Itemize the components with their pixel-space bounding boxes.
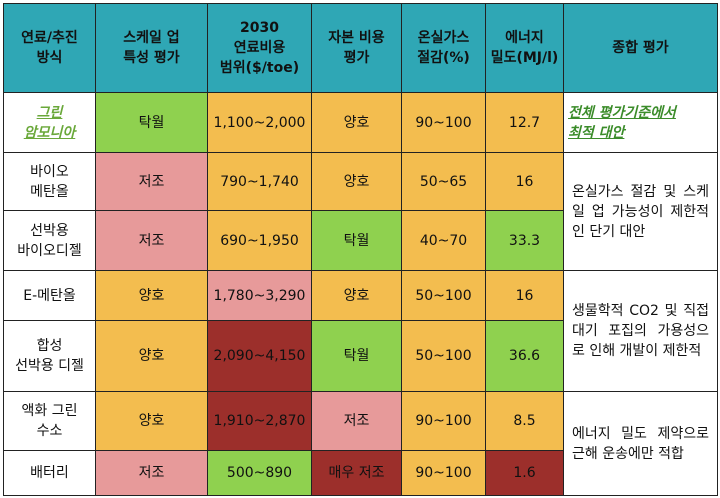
capex-rating: 양호 <box>311 270 402 321</box>
cost-range: 500~890 <box>207 450 312 496</box>
table-row: E-메탄올 양호 1,780~3,290 양호 50~100 16 생물학적 C… <box>3 270 718 392</box>
cost-range: 2,090~4,150 <box>207 320 312 392</box>
table-row: 바이오 메탄올 저조 790~1,740 양호 50~65 16 온실가스 절감… <box>3 152 718 271</box>
table-row: 선박용 바이오디젤 저조 690~1,950 탁월 40~70 33.3 <box>3 210 718 271</box>
capex-rating: 양호 <box>311 152 402 211</box>
cost-range: 1,780~3,290 <box>207 270 312 321</box>
capex-rating: 저조 <box>311 391 402 451</box>
fuel-name: 그린 암모니아 <box>3 92 96 153</box>
table-row: 배터리 저조 500~890 매우 저조 90~100 1.6 <box>3 450 718 496</box>
energy-density: 16 <box>485 270 564 321</box>
ghg-reduction: 90~100 <box>401 391 486 451</box>
header-scale: 스케일 업 특성 평가 <box>95 3 208 93</box>
header-cost: 2030 연료비용 범위($/toe) <box>207 3 312 93</box>
energy-density: 1.6 <box>485 450 564 496</box>
scale-rating: 저조 <box>95 450 208 496</box>
scale-rating: 양호 <box>95 270 208 321</box>
table-row: 합성 선박용 디젤 양호 2,090~4,150 탁월 50~100 36.6 <box>3 320 718 392</box>
ghg-reduction: 50~100 <box>401 270 486 321</box>
header-capex: 자본 비용 평가 <box>311 3 402 93</box>
fuel-name: 액화 그린 수소 <box>3 391 96 451</box>
summary-text: 온실가스 절감 및 스케일 업 가능성이 제한적인 단기 대안 <box>563 152 718 271</box>
scale-rating: 양호 <box>95 391 208 451</box>
fuel-evaluation-table: 연료/추진 방식 스케일 업 특성 평가 2030 연료비용 범위($/toe)… <box>3 3 718 496</box>
ghg-reduction: 90~100 <box>401 450 486 496</box>
header-row: 연료/추진 방식 스케일 업 특성 평가 2030 연료비용 범위($/toe)… <box>3 3 718 93</box>
header-fuel: 연료/추진 방식 <box>3 3 96 93</box>
cost-range: 1,910~2,870 <box>207 391 312 451</box>
scale-rating: 탁월 <box>95 92 208 153</box>
fuel-name: E-메탄올 <box>3 270 96 321</box>
capex-rating: 양호 <box>311 92 402 153</box>
summary-text: 생물학적 CO2 및 직접 대기 포집의 가용성으로 인해 개발이 제한적 <box>563 270 718 392</box>
fuel-name: 배터리 <box>3 450 96 496</box>
fuel-name: 합성 선박용 디젤 <box>3 320 96 392</box>
fuel-name: 바이오 메탄올 <box>3 152 96 211</box>
capex-rating: 매우 저조 <box>311 450 402 496</box>
ghg-reduction: 90~100 <box>401 92 486 153</box>
header-density: 에너지 밀도(MJ/l) <box>485 3 564 93</box>
energy-density: 8.5 <box>485 391 564 451</box>
table-row: 그린 암모니아 탁월 1,100~2,000 양호 90~100 12.7 전체… <box>3 92 718 153</box>
summary-text: 전체 평가기준에서 최적 대안 <box>563 92 718 153</box>
scale-rating: 저조 <box>95 152 208 211</box>
ghg-reduction: 50~100 <box>401 320 486 392</box>
cost-range: 690~1,950 <box>207 210 312 271</box>
energy-density: 16 <box>485 152 564 211</box>
cost-range: 1,100~2,000 <box>207 92 312 153</box>
scale-rating: 양호 <box>95 320 208 392</box>
header-summary: 종합 평가 <box>563 3 718 93</box>
header-ghg: 온실가스 절감(%) <box>401 3 486 93</box>
scale-rating: 저조 <box>95 210 208 271</box>
ghg-reduction: 40~70 <box>401 210 486 271</box>
ghg-reduction: 50~65 <box>401 152 486 211</box>
energy-density: 33.3 <box>485 210 564 271</box>
summary-text: 에너지 밀도 제약으로 근해 운송에만 적합 <box>563 391 718 496</box>
fuel-name: 선박용 바이오디젤 <box>3 210 96 271</box>
energy-density: 12.7 <box>485 92 564 153</box>
cost-range: 790~1,740 <box>207 152 312 211</box>
capex-rating: 탁월 <box>311 320 402 392</box>
capex-rating: 탁월 <box>311 210 402 271</box>
energy-density: 36.6 <box>485 320 564 392</box>
table-row: 액화 그린 수소 양호 1,910~2,870 저조 90~100 8.5 에너… <box>3 391 718 496</box>
